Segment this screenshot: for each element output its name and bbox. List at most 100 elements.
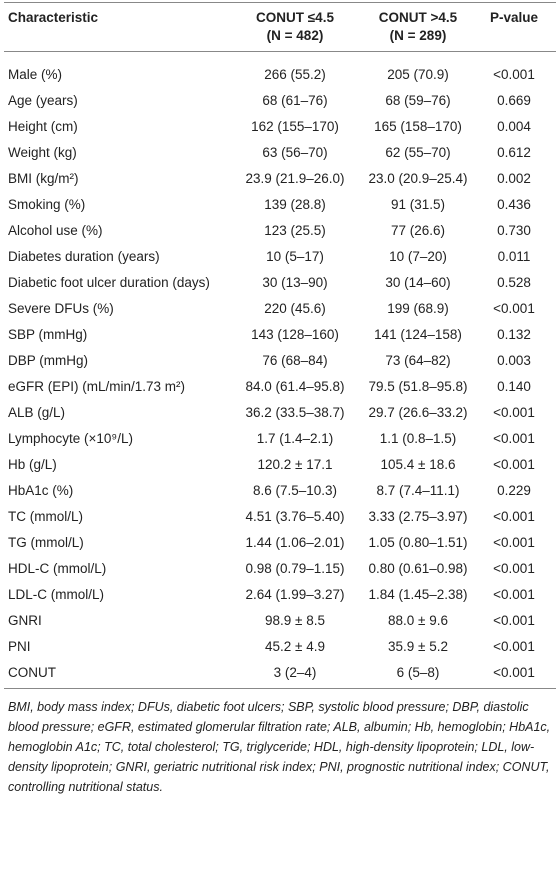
header-cell: CONUT >4.5 (N = 289) bbox=[364, 3, 472, 52]
cell: 23.9 (21.9–26.0) bbox=[245, 171, 345, 186]
cell: 162 (155–170) bbox=[251, 119, 339, 134]
cell: <0.001 bbox=[493, 405, 535, 420]
cell: <0.001 bbox=[493, 67, 535, 82]
row-label: CONUT bbox=[8, 665, 56, 680]
row-label: HbA1c (%) bbox=[8, 483, 74, 498]
header-text: (N = 289) bbox=[389, 28, 447, 43]
cell: <0.001 bbox=[493, 613, 535, 628]
data-table: Characteristic CONUT ≤4.5 (N = 482) CONUT >… bbox=[4, 2, 556, 689]
cell: 120.2 ± 17.1 bbox=[257, 457, 333, 472]
header-text: CONUT >4.5 bbox=[378, 10, 458, 25]
table-header: Characteristic CONUT ≤4.5 (N = 482) CONUT >… bbox=[4, 2, 556, 52]
header-cell: Characteristic bbox=[4, 3, 226, 52]
row-label: Age (years) bbox=[8, 93, 78, 108]
cell: 76 (68–84) bbox=[262, 353, 328, 368]
table-row: LDL-C (mmol/L) 2.64 (1.99–3.27) 1.84 (1.45… bbox=[4, 582, 556, 608]
cell: 30 (14–60) bbox=[385, 275, 451, 290]
header-cell: CONUT ≤4.5 (N = 482) bbox=[226, 3, 364, 52]
cell: 0.80 (0.61–0.98) bbox=[368, 561, 468, 576]
header-row: Characteristic CONUT ≤4.5 (N = 482) CONUT >… bbox=[4, 2, 556, 52]
row-label: TG (mmol/L) bbox=[8, 535, 84, 550]
table-row: Diabetic foot ulcer duration (days) 30 (1… bbox=[4, 270, 556, 296]
cell: 0.004 bbox=[497, 119, 531, 134]
cell: 266 (55.2) bbox=[264, 67, 326, 82]
table-row: HDL-C (mmol/L) 0.98 (0.79–1.15) 0.80 (0.61… bbox=[4, 556, 556, 582]
cell: 2.64 (1.99–3.27) bbox=[245, 587, 345, 602]
table-row: Smoking (%) 139 (28.8) 91 (31.5) 0.436 bbox=[4, 192, 556, 218]
row-label: Hb (g/L) bbox=[8, 457, 57, 472]
row-label: HDL-C (mmol/L) bbox=[8, 561, 107, 576]
footnote: BMI, body mass index; DFUs, diabetic foo… bbox=[8, 700, 551, 794]
cell: 143 (128–160) bbox=[251, 327, 339, 342]
table-row: BMI (kg/m²) 23.9 (21.9–26.0) 23.0 (20.9–25… bbox=[4, 166, 556, 192]
row-label: Height (cm) bbox=[8, 119, 78, 134]
cell: 105.4 ± 18.6 bbox=[380, 457, 456, 472]
row-label: SBP (mmHg) bbox=[8, 327, 88, 342]
cell: 220 (45.6) bbox=[264, 301, 326, 316]
row-label: BMI (kg/m²) bbox=[8, 171, 79, 186]
cell: 3.33 (2.75–3.97) bbox=[368, 509, 468, 524]
cell: 73 (64–82) bbox=[385, 353, 451, 368]
cell: 0.229 bbox=[497, 483, 531, 498]
header-cell: P-value bbox=[472, 3, 556, 52]
cell: 1.1 (0.8–1.5) bbox=[379, 431, 457, 446]
table-row: ALB (g/L) 36.2 (33.5–38.7) 29.7 (26.6–33.2… bbox=[4, 400, 556, 426]
cell: 10 (5–17) bbox=[266, 249, 324, 264]
header-text: CONUT ≤4.5 bbox=[256, 10, 334, 25]
cell: 91 (31.5) bbox=[390, 197, 446, 212]
table-row: Diabetes duration (years) 10 (5–17) 10 (7–… bbox=[4, 244, 556, 270]
table-row: SBP (mmHg) 143 (128–160) 141 (124–158) 0.13… bbox=[4, 322, 556, 348]
cell: 68 (59–76) bbox=[385, 93, 451, 108]
table-row: PNI 45.2 ± 4.9 35.9 ± 5.2 <0.001 bbox=[4, 634, 556, 660]
cell: 0.669 bbox=[497, 93, 531, 108]
cell: <0.001 bbox=[493, 431, 535, 446]
cell: 68 (61–76) bbox=[262, 93, 328, 108]
cell: <0.001 bbox=[493, 639, 535, 654]
header-text: (N = 482) bbox=[266, 28, 324, 43]
cell: 0.140 bbox=[497, 379, 531, 394]
cell: 0.132 bbox=[497, 327, 531, 342]
cell: 79.5 (51.8–95.8) bbox=[368, 379, 468, 394]
row-label: Weight (kg) bbox=[8, 145, 77, 160]
row-label: TC (mmol/L) bbox=[8, 509, 83, 524]
cell: 139 (28.8) bbox=[264, 197, 326, 212]
cell: 6 (5–8) bbox=[396, 665, 440, 680]
cell: 165 (158–170) bbox=[374, 119, 462, 134]
cell: <0.001 bbox=[493, 301, 535, 316]
cell: 10 (7–20) bbox=[389, 249, 447, 264]
cell: 0.612 bbox=[497, 145, 531, 160]
cell: 45.2 ± 4.9 bbox=[265, 639, 325, 654]
cell: 1.05 (0.80–1.51) bbox=[368, 535, 468, 550]
row-label: eGFR (EPI) (mL/min/1.73 m²) bbox=[8, 379, 186, 394]
row-label: Lymphocyte (×10⁹/L) bbox=[8, 431, 133, 446]
cell: <0.001 bbox=[493, 561, 535, 576]
cell: 0.011 bbox=[497, 249, 531, 264]
table-row: Hb (g/L) 120.2 ± 17.1 105.4 ± 18.6 <0.001 bbox=[4, 452, 556, 478]
table-row: TG (mmol/L) 1.44 (1.06–2.01) 1.05 (0.80–1.… bbox=[4, 530, 556, 556]
cell: 0.002 bbox=[497, 171, 531, 186]
cell: 205 (70.9) bbox=[387, 67, 449, 82]
cell: 141 (124–158) bbox=[374, 327, 462, 342]
row-label: GNRI bbox=[8, 613, 42, 628]
cell: 1.44 (1.06–2.01) bbox=[245, 535, 345, 550]
row-label: Alcohol use (%) bbox=[8, 223, 103, 238]
cell: 199 (68.9) bbox=[387, 301, 449, 316]
cell: 63 (56–70) bbox=[262, 145, 328, 160]
cell: 123 (25.5) bbox=[264, 223, 326, 238]
row-label: LDL-C (mmol/L) bbox=[8, 587, 105, 602]
cell: 0.730 bbox=[497, 223, 531, 238]
cell: 0.436 bbox=[497, 197, 531, 212]
cell: 0.98 (0.79–1.15) bbox=[245, 561, 345, 576]
cell: 1.84 (1.45–2.38) bbox=[368, 587, 468, 602]
header-text: P-value bbox=[489, 10, 539, 25]
cell: <0.001 bbox=[493, 665, 535, 680]
table-row: GNRI 98.9 ± 8.5 88.0 ± 9.6 <0.001 bbox=[4, 608, 556, 634]
cell: 4.51 (3.76–5.40) bbox=[245, 509, 345, 524]
row-label: Diabetes duration (years) bbox=[8, 249, 160, 264]
cell: 88.0 ± 9.6 bbox=[388, 613, 448, 628]
cell: 84.0 (61.4–95.8) bbox=[245, 379, 345, 394]
cell: 77 (26.6) bbox=[390, 223, 446, 238]
table-row: Male (%) 266 (55.2) 205 (70.9) <0.001 bbox=[4, 52, 556, 89]
cell: <0.001 bbox=[493, 509, 535, 524]
